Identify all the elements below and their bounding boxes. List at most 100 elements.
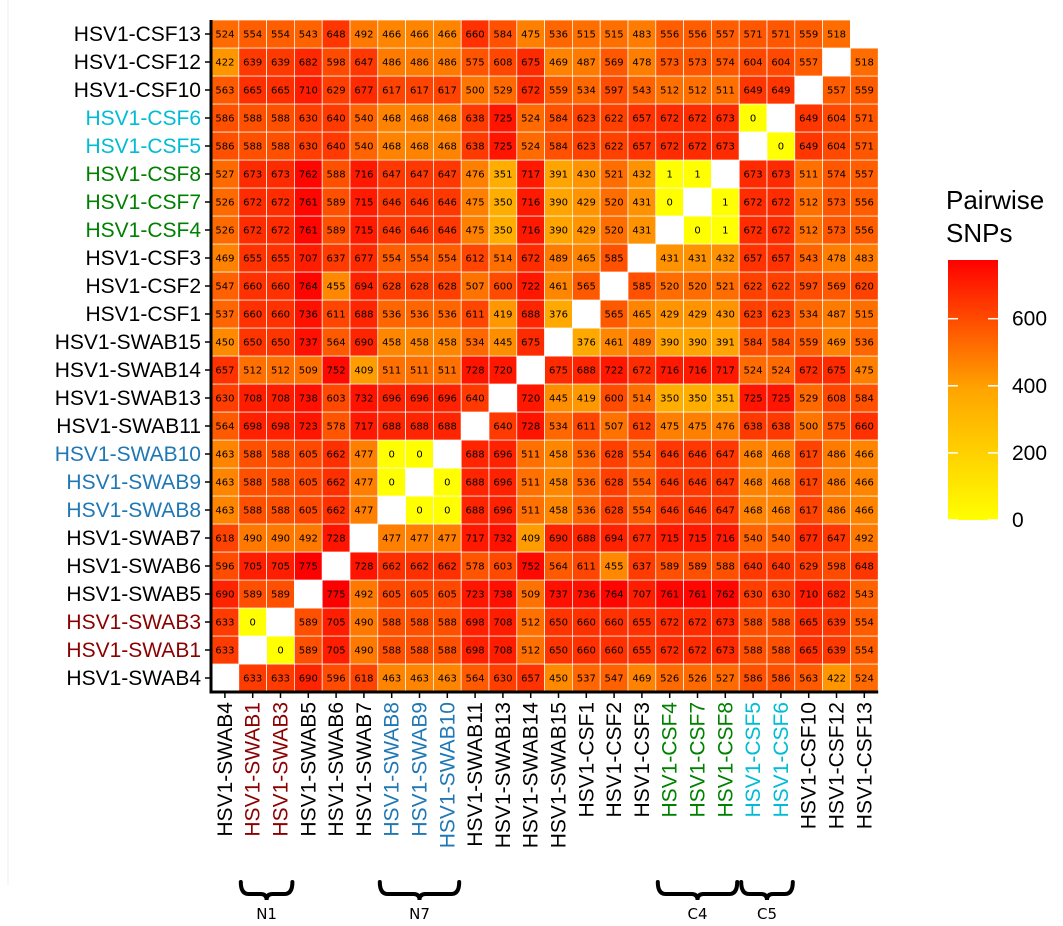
cell-value-label: 622 bbox=[744, 282, 763, 293]
heatmap-cell bbox=[349, 103, 379, 133]
cell-value-label: 646 bbox=[688, 450, 707, 461]
cell-value-label: 646 bbox=[660, 478, 679, 489]
heatmap-cell bbox=[433, 411, 462, 441]
heatmap-cell bbox=[377, 383, 406, 413]
cell-value-label: 540 bbox=[771, 534, 790, 545]
heatmap-cell bbox=[349, 495, 379, 525]
heatmap-cell bbox=[294, 327, 323, 357]
y-tick-label: HSV1-SWAB10 bbox=[55, 443, 201, 466]
cell-value-label: 588 bbox=[243, 450, 262, 461]
cell-value-label: 647 bbox=[438, 170, 457, 181]
heatmap-cell bbox=[572, 495, 601, 525]
cell-value-label: 588 bbox=[243, 142, 262, 153]
cell-value-label: 588 bbox=[271, 450, 290, 461]
heatmap-cell bbox=[349, 159, 379, 189]
cell-value-label: 419 bbox=[493, 310, 512, 321]
x-tick-label: HSV1-CSF1 bbox=[575, 702, 598, 818]
cell-value-label: 617 bbox=[799, 450, 818, 461]
heatmap-cell bbox=[766, 579, 796, 609]
heatmap-cell bbox=[516, 551, 545, 581]
heatmap-cell bbox=[516, 299, 545, 329]
cell-value-label: 617 bbox=[382, 86, 401, 97]
heatmap-cell bbox=[488, 551, 518, 581]
cell-value-label: 638 bbox=[466, 142, 485, 153]
cell-value-label: 465 bbox=[577, 254, 596, 265]
heatmap-cell bbox=[738, 355, 768, 385]
heatmap-cell bbox=[405, 579, 434, 609]
heatmap-cell bbox=[349, 131, 379, 161]
cell-value-label: 547 bbox=[605, 674, 624, 685]
cell-value-label: 705 bbox=[271, 562, 290, 573]
cell-value-label: 390 bbox=[688, 338, 707, 349]
cell-value-label: 529 bbox=[799, 394, 818, 405]
cell-value-label: 571 bbox=[771, 30, 790, 41]
cell-value-label: 588 bbox=[410, 646, 429, 657]
heatmap-cell bbox=[377, 299, 406, 329]
x-tick-label: HSV1-CSF2 bbox=[603, 702, 626, 818]
cell-value-label: 512 bbox=[799, 226, 818, 237]
heatmap-cell bbox=[850, 523, 879, 553]
cell-value-label: 430 bbox=[716, 310, 735, 321]
heatmap-cell bbox=[572, 383, 601, 413]
heatmap-cell bbox=[544, 327, 573, 357]
heatmap-cell bbox=[850, 327, 879, 357]
heatmap-cell bbox=[766, 131, 796, 161]
heatmap-cell bbox=[711, 103, 740, 133]
heatmap-cell bbox=[627, 635, 657, 665]
heatmap-cell bbox=[433, 607, 462, 637]
cell-value-label: 588 bbox=[410, 618, 429, 629]
cell-value-label: 489 bbox=[632, 338, 651, 349]
cell-value-label: 563 bbox=[799, 674, 818, 685]
cell-value-label: 376 bbox=[577, 338, 596, 349]
y-tick-label: HSV1-SWAB13 bbox=[55, 387, 201, 410]
legend-tick-label: 0 bbox=[1012, 509, 1024, 532]
heatmap-cell bbox=[711, 439, 740, 469]
x-tick-label: HSV1-SWAB1 bbox=[242, 702, 265, 837]
heatmap-cell bbox=[405, 243, 434, 273]
y-tick-label: HSV1-SWAB11 bbox=[56, 415, 201, 438]
group-brackets: N1 N7 C4 C5 bbox=[238, 880, 795, 923]
heatmap-cell bbox=[405, 47, 434, 77]
cell-value-label: 465 bbox=[632, 310, 651, 321]
cell-value-label: 511 bbox=[521, 450, 540, 461]
cell-value-label: 605 bbox=[299, 478, 318, 489]
heatmap-cell bbox=[516, 271, 545, 301]
cell-value-label: 715 bbox=[354, 198, 373, 209]
heatmap-cell bbox=[850, 187, 879, 217]
heatmap-cell bbox=[850, 635, 879, 665]
cell-value-label: 688 bbox=[410, 422, 429, 433]
cell-value-label: 526 bbox=[215, 198, 234, 209]
cell-value-label: 422 bbox=[827, 674, 846, 685]
heatmap-cell bbox=[488, 19, 518, 49]
heatmap-cell bbox=[627, 215, 657, 245]
y-tick-label: HSV1-CSF10 bbox=[74, 79, 201, 102]
cell-value-label: 623 bbox=[771, 310, 790, 321]
cell-value-label: 694 bbox=[354, 282, 373, 293]
heatmap-cell bbox=[738, 215, 768, 245]
heatmap-cell bbox=[711, 19, 740, 49]
heatmap-cell bbox=[433, 439, 462, 469]
cell-value-label: 646 bbox=[410, 198, 429, 209]
heatmap-cell bbox=[210, 439, 240, 469]
heatmap-cell bbox=[544, 355, 573, 385]
cell-value-label: 564 bbox=[549, 562, 568, 573]
heatmap-cell bbox=[516, 47, 545, 77]
heatmap-cell bbox=[627, 159, 657, 189]
heatmap-cell bbox=[655, 103, 684, 133]
heatmap-cell bbox=[266, 299, 295, 329]
cell-value-label: 540 bbox=[354, 142, 373, 153]
cell-value-label: 647 bbox=[354, 58, 373, 69]
cell-value-label: 662 bbox=[327, 478, 346, 489]
cell-value-label: 762 bbox=[299, 170, 318, 181]
cell-value-label: 468 bbox=[771, 450, 790, 461]
cell-value-label: 524 bbox=[855, 674, 874, 685]
group-label: N1 bbox=[256, 905, 277, 923]
heatmap-cell bbox=[488, 635, 518, 665]
cell-value-label: 458 bbox=[549, 478, 568, 489]
heatmap-cell bbox=[405, 19, 434, 49]
cell-value-label: 708 bbox=[493, 646, 512, 657]
heatmap-cell bbox=[572, 355, 601, 385]
cell-value-label: 571 bbox=[744, 30, 763, 41]
cell-value-label: 554 bbox=[632, 450, 651, 461]
